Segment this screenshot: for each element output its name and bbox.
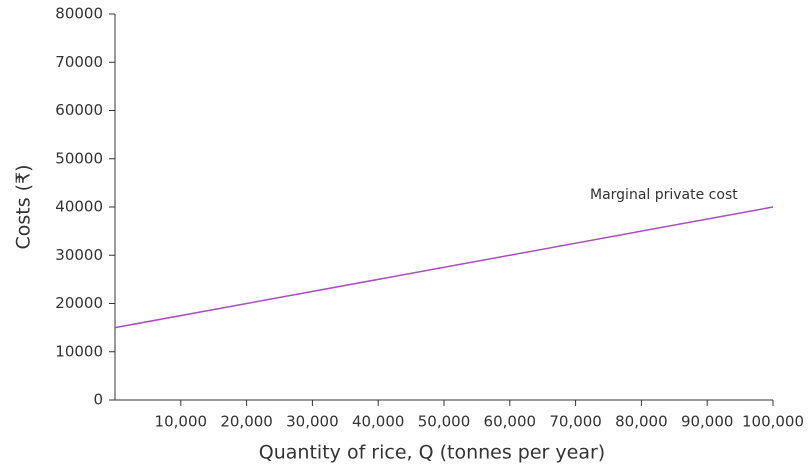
x-tick-label: 20,000	[220, 413, 273, 431]
x-tick-label: 40,000	[352, 413, 405, 431]
x-tick-label: 90,000	[681, 413, 734, 431]
series-line	[114, 206, 774, 329]
y-tick-label: 0	[93, 391, 103, 409]
x-tick-label: 50,000	[418, 413, 471, 431]
y-axis-title: Costs (₹)	[13, 164, 35, 249]
y-tick-label: 20000	[55, 294, 103, 312]
y-tick-label: 10000	[55, 342, 103, 360]
x-tick-label: 80,000	[615, 413, 668, 431]
y-tick-label: 60000	[55, 101, 103, 119]
y-tick-label: 50000	[55, 149, 103, 167]
x-tick-label: 30,000	[286, 413, 339, 431]
x-axis-title: Quantity of rice, Q (tonnes per year)	[259, 442, 605, 464]
x-tick-label: 100,000	[742, 413, 804, 431]
y-tick-label: 30000	[55, 246, 103, 264]
x-tick-label: 60,000	[484, 413, 537, 431]
y-tick-label: 40000	[55, 198, 103, 216]
line-annotation: Marginal private cost	[590, 187, 738, 203]
x-tick-label: 10,000	[155, 413, 208, 431]
y-tick-label: 80000	[55, 5, 103, 23]
y-tick-label: 70000	[55, 53, 103, 71]
x-tick-label: 70,000	[549, 413, 602, 431]
